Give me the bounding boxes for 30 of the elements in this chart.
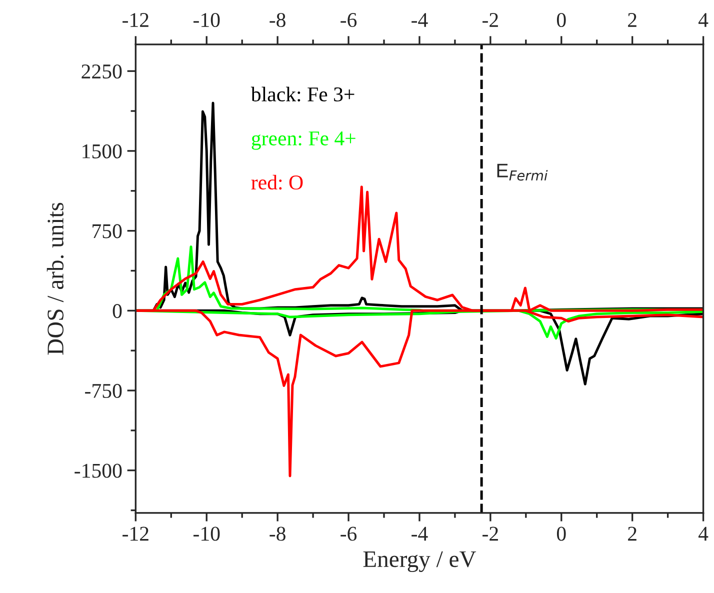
text: green: Fe 4+ (252, 132, 356, 150)
x-tick-label: -10 (194, 526, 220, 541)
y-tick-label: 2250 (82, 64, 122, 79)
x-tick-label: -2 (482, 526, 498, 541)
x2-tick-label: 2 (628, 13, 636, 27)
x2-tick-label: -12 (122, 13, 148, 27)
y-tick-label: -750 (85, 384, 122, 398)
text: red: O (251, 174, 303, 190)
x2-tick-label: -2 (482, 13, 498, 27)
x2-tick-label: 0 (556, 12, 566, 28)
ref-line-label: E$_{Fermi}$ (497, 164, 548, 181)
y-axis-title: DOS / arb. units (46, 202, 64, 355)
x-tick-label: -12 (122, 526, 148, 541)
x-tick-label: 0 (556, 526, 566, 541)
x-axis-title: Energy / eV (363, 551, 476, 572)
x-tick-label: -4 (412, 526, 428, 541)
x-tick-label: -8 (270, 526, 286, 541)
x2-tick-label: -4 (412, 13, 428, 27)
x-tick-label: 4 (698, 526, 708, 541)
x2-tick-label: -10 (194, 12, 220, 28)
x2-tick-label: -6 (340, 13, 357, 28)
series-label: black: Fe 3+ (250, 86, 354, 102)
x2-tick-label: 4 (698, 13, 708, 27)
x-tick-label: -6 (340, 526, 357, 541)
x-tick-label: 2 (628, 526, 636, 541)
y-tick-label: 0 (112, 304, 122, 318)
x2-tick-label: -8 (270, 12, 286, 28)
y-tick-label: 750 (92, 224, 122, 238)
y-tick-label: -1500 (74, 464, 122, 478)
y-tick-label: 1500 (82, 144, 122, 158)
